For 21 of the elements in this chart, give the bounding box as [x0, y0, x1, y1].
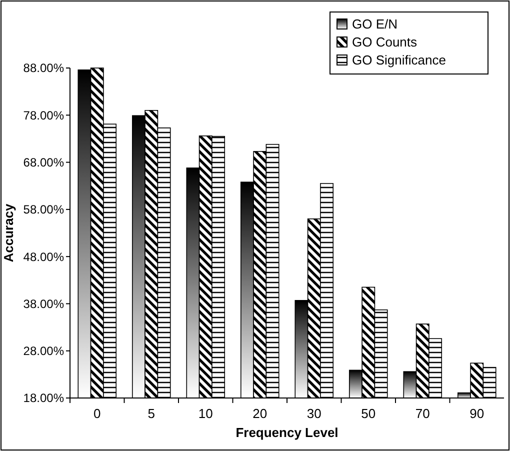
y-tick-label: 18.00%: [23, 391, 64, 406]
legend-label: GO Significance: [352, 52, 446, 68]
x-tick-label: 20: [252, 406, 268, 421]
legend-label: GO Counts: [352, 34, 418, 50]
x-axis-title: Frequency Level: [236, 425, 338, 440]
x-tick-label: 5: [148, 406, 155, 421]
y-tick-label: 68.00%: [23, 155, 64, 170]
y-tick-label: 88.00%: [23, 61, 64, 76]
x-tick-label: 30: [306, 406, 322, 421]
x-tick-label: 90: [470, 406, 484, 421]
y-axis-title: Accuracy: [1, 202, 16, 262]
y-tick-label: 78.00%: [23, 108, 64, 122]
y-tick-label: 58.00%: [23, 202, 64, 217]
x-tick-label: 10: [198, 406, 213, 421]
y-tick-label: 28.00%: [23, 344, 64, 358]
y-tick-label: 38.00%: [23, 296, 64, 311]
x-tick-label: 70: [415, 406, 430, 421]
x-tick-label: 0: [94, 406, 101, 421]
x-tick-label: 50: [361, 406, 376, 421]
y-tick-label: 48.00%: [23, 250, 64, 264]
legend-label: GO E/N: [352, 16, 398, 32]
